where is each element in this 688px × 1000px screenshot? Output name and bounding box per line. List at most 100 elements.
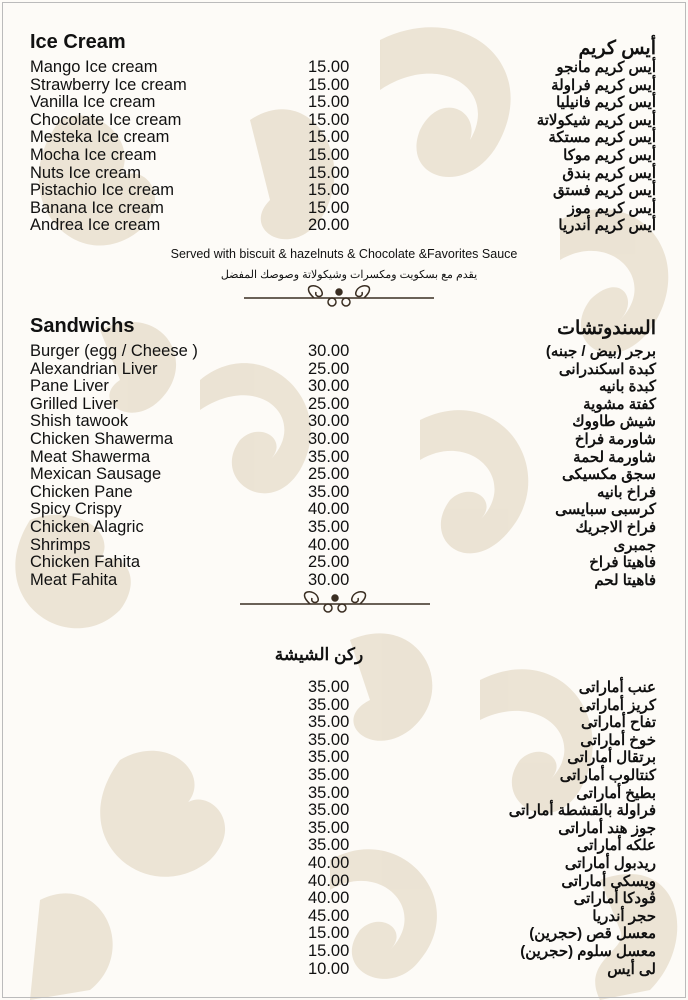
item-name-ar: أيس كريم فستق bbox=[553, 182, 656, 200]
menu-item: Grilled Liver 25.00 كفتة مشوية bbox=[0, 394, 688, 414]
item-price: 15.00 bbox=[308, 93, 350, 112]
menu-item: Nuts Ice cream 15.00 أيس كريم بندق bbox=[0, 163, 688, 183]
item-name-en: Meat Shawerma bbox=[30, 447, 151, 466]
menu-item: 35.00 علكه أماراتى bbox=[0, 837, 688, 855]
item-name-ar: شاورمة فراخ bbox=[574, 430, 656, 448]
menu-item: 40.00 ڤودكا أماراتى bbox=[0, 890, 688, 908]
item-name-ar: كرسبى سبايسى bbox=[555, 501, 656, 519]
item-name-en: Andrea Ice cream bbox=[30, 216, 161, 235]
item-name-ar: جمبرى bbox=[613, 536, 657, 554]
item-name-en: Pane Liver bbox=[30, 377, 109, 396]
menu-item: Shish tawook 30.00 شيش طاووك bbox=[0, 413, 688, 431]
item-name-en: Chocolate Ice cream bbox=[30, 110, 182, 129]
ice-cream-list: Mango Ice cream 15.00 أيس كريم مانجو Strawb… bbox=[0, 58, 688, 235]
item-price: 35.00 bbox=[308, 801, 350, 820]
menu-item: 35.00 عنب أماراتى bbox=[0, 678, 688, 697]
item-name-ar: كريز أماراتى bbox=[579, 696, 656, 714]
item-price: 40.00 bbox=[308, 871, 350, 890]
ice-cream-title-en: Ice Cream bbox=[30, 31, 126, 53]
item-price: 15.00 bbox=[308, 145, 350, 164]
ice-cream-title-ar: أيس كريم bbox=[578, 38, 656, 59]
item-name-en: Strawberry Ice cream bbox=[30, 75, 187, 94]
ice-cream-note-en: Served with biscuit & hazelnuts & Chocol… bbox=[170, 247, 518, 261]
item-name-ar: فاهيتا لحم bbox=[594, 571, 656, 589]
item-price: 35.00 bbox=[308, 836, 350, 855]
item-name-ar: أيس كريم مانجو bbox=[556, 59, 656, 76]
item-name-ar: عنب أماراتى bbox=[578, 679, 656, 696]
item-price: 15.00 bbox=[308, 198, 350, 217]
item-name-ar: برتقال أماراتى bbox=[567, 749, 656, 767]
sandwiches-list: Burger (egg / Cheese ) 30.00 برجر (بيض / ج… bbox=[0, 342, 688, 590]
menu-item: Pistachio Ice cream 15.00 أيس كريم فستق bbox=[0, 182, 688, 200]
item-price: 35.00 bbox=[308, 713, 350, 732]
item-price: 15.00 bbox=[308, 163, 350, 182]
menu-item: Chicken Pane 35.00 فراخ بانيه bbox=[0, 482, 688, 502]
item-name-ar: ويسكى أماراتى bbox=[561, 872, 656, 890]
item-name-ar: أيس كريم أندريا bbox=[558, 217, 656, 235]
item-price: 25.00 bbox=[308, 394, 350, 413]
item-price: 35.00 bbox=[308, 517, 350, 536]
item-name-ar: كفتة مشوية bbox=[583, 395, 656, 413]
item-name-en: Shish tawook bbox=[30, 412, 129, 431]
item-name-en: Mango Ice cream bbox=[30, 58, 158, 76]
item-price: 35.00 bbox=[308, 678, 350, 696]
item-name-ar: ريدبول أماراتى bbox=[564, 854, 656, 872]
item-price: 15.00 bbox=[308, 181, 350, 200]
item-price: 40.00 bbox=[308, 535, 350, 554]
menu-item: Meat Fahita 30.00 فاهيتا لحم bbox=[0, 570, 688, 590]
item-name-ar: أيس كريم فراولة bbox=[551, 76, 656, 94]
item-price: 15.00 bbox=[308, 110, 350, 129]
item-name-en: Chicken Pane bbox=[30, 482, 133, 501]
menu-item: Andrea Ice cream 20.00 أيس كريم أندريا bbox=[0, 217, 688, 235]
item-price: 30.00 bbox=[308, 377, 350, 396]
item-name-ar: أيس كريم موز bbox=[567, 199, 656, 217]
item-name-en: Chicken Alagric bbox=[30, 517, 144, 536]
menu-item: Alexandrian Liver 25.00 كبدة اسكندرانى bbox=[0, 360, 688, 379]
item-name-ar: أيس كريم موكا bbox=[563, 146, 656, 164]
item-name-ar: ڤودكا أماراتى bbox=[573, 890, 656, 908]
item-name-en: Mocha Ice cream bbox=[30, 145, 157, 164]
menu-item: 15.00 معسل قص (حجرين) bbox=[0, 925, 688, 943]
item-name-ar: شاورمة لحمة bbox=[573, 448, 656, 466]
item-name-ar: تفاح أماراتى bbox=[580, 714, 656, 732]
menu-item: Chocolate Ice cream 15.00 أيس كريم شيكولات… bbox=[0, 110, 688, 130]
item-name-ar: فاهيتا فراخ bbox=[589, 554, 656, 572]
item-price: 10.00 bbox=[308, 959, 350, 978]
item-name-ar: أيس كريم مستكة bbox=[548, 129, 656, 147]
item-name-en: Mexican Sausage bbox=[30, 465, 162, 484]
item-price: 15.00 bbox=[308, 58, 350, 76]
item-name-en: Burger (egg / Cheese ) bbox=[30, 342, 198, 360]
item-price: 30.00 bbox=[308, 570, 350, 589]
item-name-ar: علكه أماراتى bbox=[576, 837, 656, 855]
ornament-divider-icon bbox=[240, 591, 430, 613]
menu-item: Chicken Fahita 25.00 فاهيتا فراخ bbox=[0, 554, 688, 572]
menu-item: 35.00 جوز هند أماراتى bbox=[0, 819, 688, 838]
ornament-divider-icon bbox=[244, 285, 434, 307]
item-name-ar: أيس كريم شيكولاتة bbox=[536, 111, 656, 129]
menu-item: Shrimps 40.00 جمبرى bbox=[0, 535, 688, 555]
item-price: 35.00 bbox=[308, 765, 350, 784]
item-price: 40.00 bbox=[308, 500, 350, 519]
menu-item: 40.00 ريدبول أماراتى bbox=[0, 854, 688, 873]
item-price: 40.00 bbox=[308, 889, 350, 908]
item-price: 30.00 bbox=[308, 429, 350, 448]
shisha-title-ar: ركن الشيشة bbox=[274, 645, 364, 664]
item-name-ar: كبدة بانيه bbox=[598, 378, 656, 396]
item-name-en: Spicy Crispy bbox=[30, 500, 122, 519]
item-name-ar: برجر (بيض / جبنه) bbox=[545, 343, 656, 360]
item-name-en: Nuts Ice cream bbox=[30, 163, 141, 182]
menu-item: 35.00 كنتالوب أماراتى bbox=[0, 765, 688, 785]
item-name-ar: لى أيس bbox=[607, 960, 656, 978]
shisha-list: 35.00 عنب أماراتى 35.00 كريز أماراتى 35.00 تف… bbox=[0, 678, 688, 978]
sandwiches-title-en: Sandwichs bbox=[30, 315, 135, 337]
item-name-ar: أيس كريم بندق bbox=[562, 164, 656, 182]
item-name-en: Shrimps bbox=[30, 535, 91, 554]
menu-item: 45.00 حجر أندريا bbox=[0, 907, 688, 926]
item-price: 15.00 bbox=[308, 128, 350, 147]
item-price: 25.00 bbox=[308, 553, 350, 572]
item-name-ar: فراخ الاجريك bbox=[575, 518, 656, 536]
menu-item: Mesteka Ice cream 15.00 أيس كريم مستكة bbox=[0, 129, 688, 147]
menu-item: 35.00 برتقال أماراتى bbox=[0, 749, 688, 767]
menu-item: 35.00 تفاح أماراتى bbox=[0, 714, 688, 732]
item-name-ar: شيش طاووك bbox=[572, 413, 656, 431]
